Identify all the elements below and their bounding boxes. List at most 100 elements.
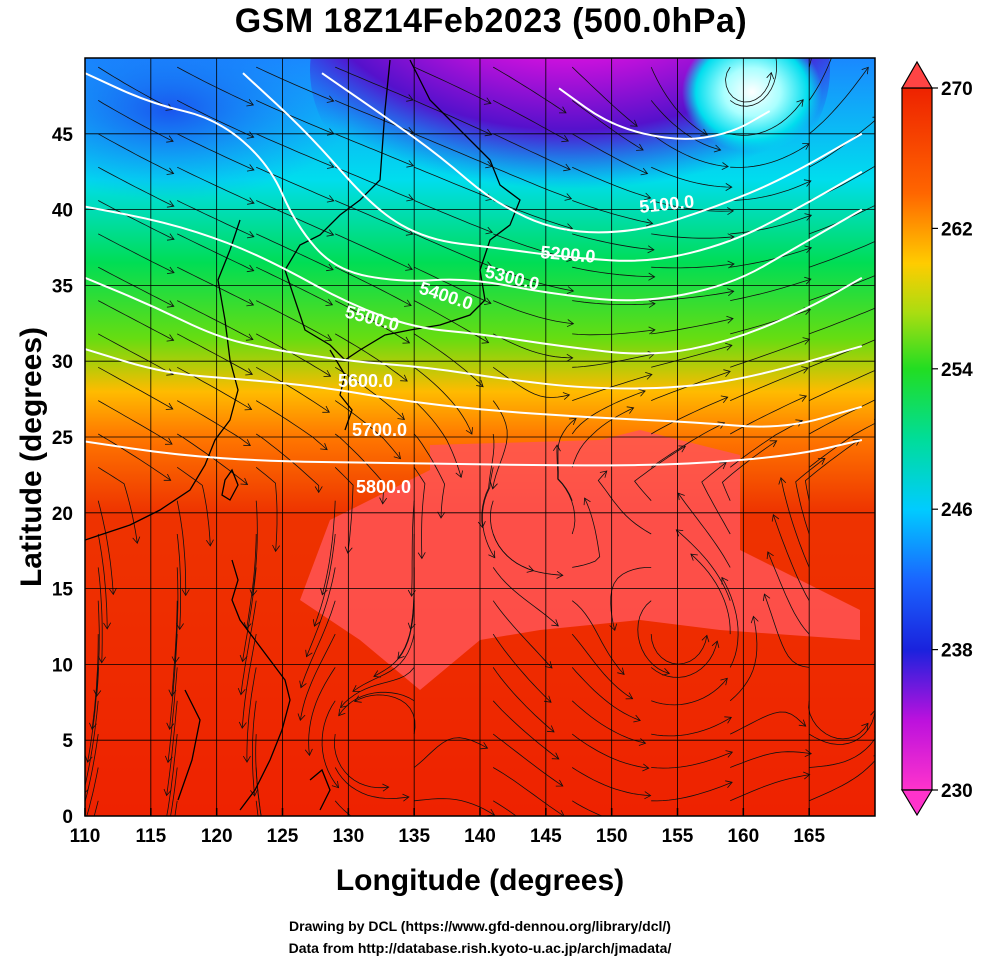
streamline bbox=[730, 247, 812, 268]
streamline-arrow bbox=[406, 193, 414, 202]
y-tick-label: 30 bbox=[52, 352, 73, 373]
streamline bbox=[241, 634, 257, 729]
streamline bbox=[650, 396, 728, 435]
y-tick-label: 25 bbox=[52, 428, 74, 449]
streamline-arrow bbox=[839, 15, 846, 22]
streamline bbox=[411, 500, 415, 597]
streamline bbox=[177, 100, 254, 138]
x-tick-label: 140 bbox=[464, 826, 496, 847]
streamline-arrow bbox=[205, 539, 214, 547]
streamline bbox=[493, 300, 574, 325]
streamline bbox=[414, 233, 493, 268]
streamline bbox=[808, 58, 812, 68]
streamline bbox=[256, 66, 334, 102]
streamline-arrow bbox=[647, 245, 655, 254]
streamline-arrow bbox=[804, 276, 812, 285]
streamline-arrow bbox=[483, 97, 492, 105]
streamline bbox=[808, 710, 875, 745]
streamline-arrow bbox=[766, 551, 774, 559]
streamline bbox=[413, 433, 446, 519]
streamline bbox=[556, 444, 576, 535]
streamline bbox=[809, 737, 875, 768]
x-tick-label: 155 bbox=[662, 826, 694, 847]
streamline bbox=[87, 667, 99, 763]
streamline-arrow bbox=[168, 689, 177, 697]
x-tick-label: 160 bbox=[727, 826, 759, 847]
streamline-arrow bbox=[563, 163, 571, 172]
streamline bbox=[809, 339, 875, 368]
streamline bbox=[808, 67, 869, 135]
streamline bbox=[177, 300, 254, 340]
x-tick-label: 130 bbox=[332, 826, 364, 847]
x-axis: 110 115 120 125 130 135 140 145 150 155 160 165 bbox=[70, 808, 825, 847]
streamline-arrow bbox=[326, 95, 335, 103]
streamline bbox=[780, 477, 810, 568]
streamline-arrow bbox=[164, 755, 173, 764]
streamline bbox=[414, 166, 493, 200]
streamline-arrow bbox=[238, 721, 247, 729]
x-tick-label: 135 bbox=[398, 826, 430, 847]
streamline-arrow bbox=[795, 419, 804, 427]
streamline bbox=[242, 567, 257, 662]
streamline-arrow bbox=[297, 713, 306, 721]
streamline-arrow bbox=[798, 719, 807, 727]
streamline-arrow bbox=[778, 477, 787, 485]
contour-5500 bbox=[85, 205, 863, 355]
streamline bbox=[730, 711, 806, 735]
streamline bbox=[651, 200, 734, 212]
streamline bbox=[413, 333, 484, 387]
streamline-arrow bbox=[476, 379, 484, 388]
streamline-arrow bbox=[662, 668, 671, 676]
streamline-arrow bbox=[305, 649, 313, 658]
streamline-arrow bbox=[382, 783, 390, 792]
streamline bbox=[492, 733, 564, 787]
colorbar-top-arrow bbox=[900, 60, 934, 89]
streamline-arrow bbox=[406, 94, 414, 102]
streamline bbox=[637, 600, 670, 674]
streamline bbox=[493, 266, 574, 292]
contour-5200 bbox=[321, 72, 863, 234]
streamline bbox=[166, 734, 178, 816]
streamline-arrow bbox=[166, 334, 175, 342]
streamline bbox=[177, 200, 255, 238]
streamline bbox=[97, 500, 114, 595]
streamline-arrow bbox=[648, 272, 656, 281]
streamline-arrow bbox=[400, 374, 408, 382]
streamline bbox=[651, 781, 733, 802]
streamline-arrow bbox=[246, 164, 255, 172]
streamline bbox=[571, 66, 638, 127]
streamline-arrow bbox=[640, 167, 649, 176]
streamline-arrow bbox=[556, 847, 563, 853]
streamline-arrow bbox=[648, 326, 656, 335]
streamline-arrow bbox=[481, 336, 490, 344]
streamline-arrow bbox=[769, 440, 778, 448]
streamline-arrow bbox=[803, 771, 811, 780]
streamline bbox=[808, 700, 869, 740]
streamline-arrow bbox=[406, 160, 415, 168]
streamline-arrow bbox=[245, 333, 254, 341]
streamline bbox=[701, 462, 731, 535]
streamline-arrow bbox=[801, 366, 809, 374]
streamline-arrow bbox=[437, 511, 446, 519]
streamline bbox=[256, 233, 334, 271]
drawing-credit: Drawing by DCL (https://www.gfd-dennou.o… bbox=[289, 918, 671, 934]
streamline-arrow bbox=[645, 822, 651, 829]
streamline-arrow bbox=[727, 233, 735, 242]
streamline bbox=[413, 467, 426, 559]
streamline-arrow bbox=[713, 144, 722, 153]
streamline-arrow bbox=[272, 544, 281, 553]
streamline bbox=[413, 400, 462, 478]
streamline-arrow bbox=[246, 230, 255, 239]
streamline bbox=[571, 633, 633, 700]
streamline bbox=[493, 333, 573, 359]
streamline bbox=[650, 133, 729, 167]
streamline-arrow bbox=[239, 654, 248, 663]
y-axis: 0 5 10 15 20 25 30 35 40 45 bbox=[52, 125, 74, 828]
streamline-arrow bbox=[678, 445, 687, 453]
colorbar-tick-label: 230 bbox=[941, 781, 973, 802]
streamline-arrow bbox=[566, 319, 575, 328]
streamline bbox=[98, 200, 175, 240]
streamline bbox=[177, 66, 254, 106]
streamline bbox=[481, 433, 495, 528]
streamline-arrow bbox=[645, 372, 653, 380]
